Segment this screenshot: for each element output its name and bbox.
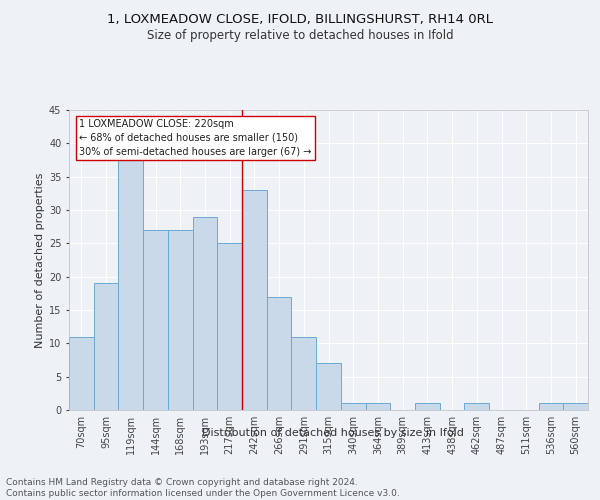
- Text: 1, LOXMEADOW CLOSE, IFOLD, BILLINGSHURST, RH14 0RL: 1, LOXMEADOW CLOSE, IFOLD, BILLINGSHURST…: [107, 12, 493, 26]
- Bar: [193, 216, 217, 410]
- Bar: [415, 404, 440, 410]
- Bar: [242, 190, 267, 410]
- Bar: [316, 364, 341, 410]
- Bar: [563, 404, 588, 410]
- Bar: [267, 296, 292, 410]
- Bar: [168, 230, 193, 410]
- Bar: [143, 230, 168, 410]
- Bar: [341, 404, 365, 410]
- Bar: [217, 244, 242, 410]
- Text: 1 LOXMEADOW CLOSE: 220sqm
← 68% of detached houses are smaller (150)
30% of semi: 1 LOXMEADOW CLOSE: 220sqm ← 68% of detac…: [79, 119, 312, 157]
- Bar: [94, 284, 118, 410]
- Bar: [118, 156, 143, 410]
- Y-axis label: Number of detached properties: Number of detached properties: [35, 172, 44, 348]
- Bar: [69, 336, 94, 410]
- Bar: [464, 404, 489, 410]
- Bar: [365, 404, 390, 410]
- Bar: [292, 336, 316, 410]
- Bar: [539, 404, 563, 410]
- Text: Distribution of detached houses by size in Ifold: Distribution of detached houses by size …: [202, 428, 464, 438]
- Text: Size of property relative to detached houses in Ifold: Size of property relative to detached ho…: [146, 28, 454, 42]
- Text: Contains HM Land Registry data © Crown copyright and database right 2024.
Contai: Contains HM Land Registry data © Crown c…: [6, 478, 400, 498]
